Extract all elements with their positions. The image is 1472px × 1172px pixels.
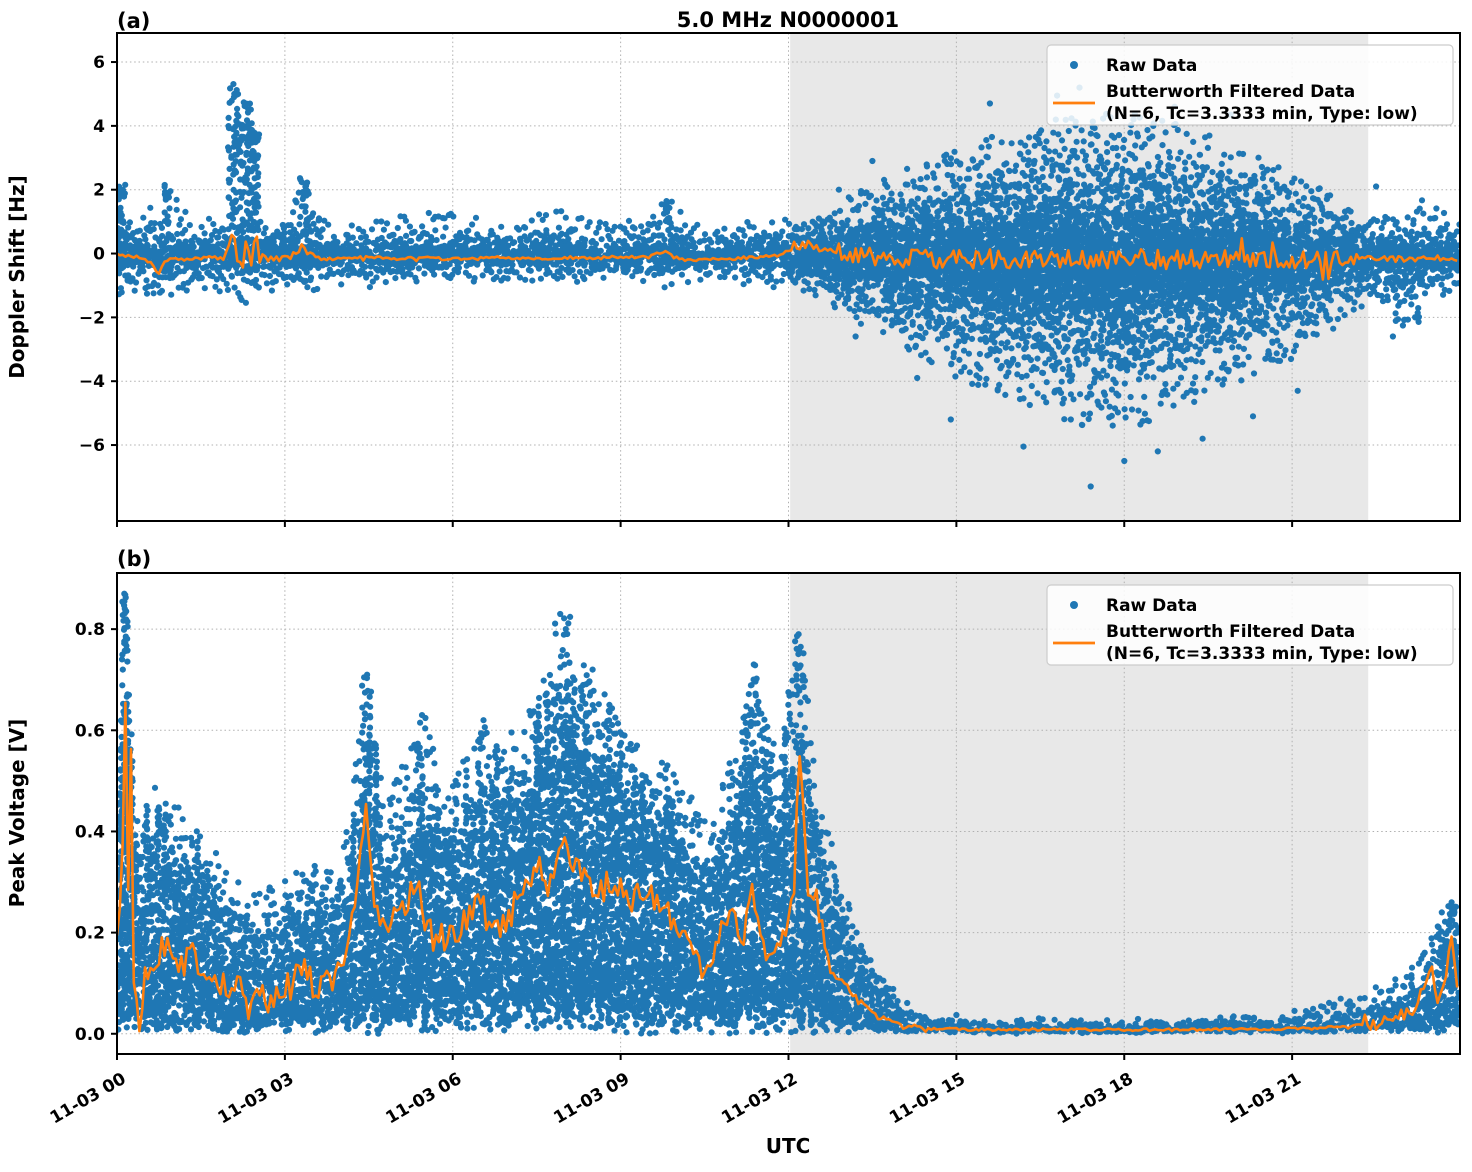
y-tick-label: −2 <box>79 308 105 328</box>
tick-marks <box>111 61 1294 527</box>
y-tick-label: 2 <box>93 181 105 201</box>
panel-b-label: (b) <box>117 547 151 571</box>
legend-filtered-sublabel: (N=6, Tc=3.3333 min, Type: low) <box>1106 104 1418 124</box>
legend-filtered-label: Butterworth Filtered Data <box>1106 622 1355 642</box>
y-tick-label: 0.8 <box>75 620 105 640</box>
legend-raw-label: Raw Data <box>1106 596 1197 616</box>
legend: Raw Data Butterworth Filtered Data(N=6, T… <box>1046 44 1454 126</box>
legend-filtered-label: Butterworth Filtered Data <box>1106 82 1355 102</box>
y-tick-label: 0.6 <box>75 721 105 741</box>
y-tick-label: 0.0 <box>75 1025 105 1045</box>
legend-raw-marker <box>1070 61 1078 69</box>
panel-a-label: (a) <box>117 9 150 33</box>
x-tick-label: 11-03 00 <box>47 1069 130 1128</box>
x-tick-label: 11-03 06 <box>383 1069 466 1128</box>
x-tick-label: 11-03 21 <box>1222 1069 1305 1128</box>
y-tick-label: 0 <box>93 245 105 265</box>
legend: Raw Data Butterworth Filtered Data(N=6, T… <box>1046 584 1454 666</box>
x-tick-label: 11-03 09 <box>550 1069 633 1128</box>
x-axis-label: UTC <box>766 1134 811 1158</box>
x-tick-label: 11-03 12 <box>718 1069 801 1128</box>
legend-box <box>1046 44 1454 126</box>
x-tick-label: 11-03 15 <box>886 1069 969 1128</box>
figure-title: 5.0 MHz N0000001 <box>677 8 899 32</box>
filtered-line <box>117 233 1458 281</box>
legend-raw-label: Raw Data <box>1106 56 1197 76</box>
legend-box <box>1046 584 1454 666</box>
x-tick-label: 11-03 03 <box>215 1069 298 1128</box>
y-tick-label: 0.4 <box>75 822 105 842</box>
raw-scatter <box>117 731 1460 1036</box>
x-tick-label: 11-03 18 <box>1054 1069 1137 1128</box>
panel-b-ylabel: Peak Voltage [V] <box>5 719 29 908</box>
panel-a-ylabel: Doppler Shift [Hz] <box>5 175 29 379</box>
tick-marks <box>111 628 1294 1060</box>
filtered-line <box>117 701 1459 1033</box>
y-tick-label: 0.2 <box>75 924 105 944</box>
y-tick-label: −6 <box>79 436 105 456</box>
panel-a-plot: 6 4 2 0 −2 −4 −6 Raw Data Butterworth Filtered D… <box>79 32 1461 527</box>
raw-scatter-halo <box>117 81 1460 490</box>
y-tick-label: 6 <box>93 53 105 73</box>
legend-filtered-sublabel: (N=6, Tc=3.3333 min, Type: low) <box>1106 644 1418 664</box>
y-tick-label: 4 <box>93 117 105 137</box>
legend-raw-marker <box>1070 601 1078 609</box>
panel-b-plot: 0.8 0.6 0.4 0.2 0.0 Raw Data Butterworth Filte… <box>75 572 1461 1060</box>
y-tick-label: −4 <box>79 372 105 392</box>
